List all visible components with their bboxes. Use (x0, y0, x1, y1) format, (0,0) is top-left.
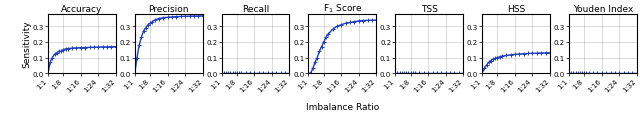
Title: Accuracy: Accuracy (61, 5, 102, 14)
Title: F$_1$ Score: F$_1$ Score (323, 2, 362, 15)
Text: Imbalance Ratio: Imbalance Ratio (306, 102, 379, 111)
Title: Youden Index: Youden Index (573, 5, 633, 14)
Y-axis label: Sensitivity: Sensitivity (22, 20, 31, 68)
Title: TSS: TSS (420, 5, 438, 14)
Title: Precision: Precision (148, 5, 189, 14)
Title: Recall: Recall (242, 5, 269, 14)
Title: HSS: HSS (507, 5, 525, 14)
